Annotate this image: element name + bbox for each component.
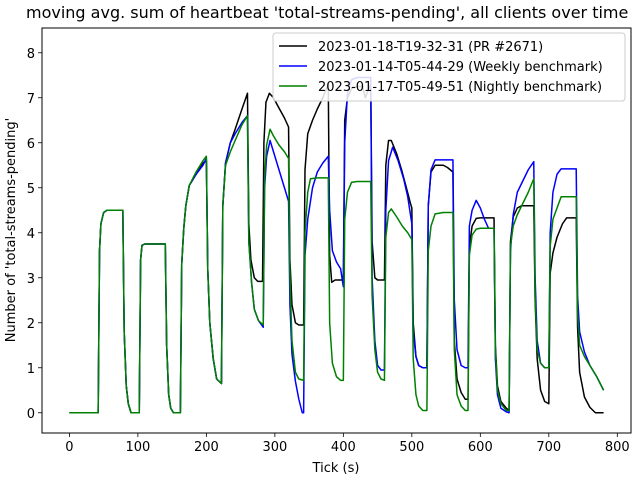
y-axis: 0 1 2 3 4 5 6 7 8	[27, 47, 42, 422]
legend-label-2: 2023-01-14-T05-44-29 (Weekly benchmark)	[318, 60, 603, 75]
legend-label-1: 2023-01-18-T19-32-31 (PR #2671)	[318, 40, 543, 55]
x-axis: 0 100 200 300 400 500 600 700 800	[65, 433, 630, 455]
x-tick-label: 0	[65, 440, 73, 455]
y-tick-label: 7	[27, 92, 35, 107]
y-tick-label: 6	[27, 137, 35, 152]
x-tick-label: 800	[605, 440, 630, 455]
series-line-3	[69, 115, 605, 414]
series-line-2	[69, 76, 605, 414]
legend-frame	[272, 32, 626, 102]
x-tick-label: 100	[125, 440, 150, 455]
x-tick-label: 500	[399, 440, 424, 455]
legend-label-3: 2023-01-17-T05-49-51 (Nightly benchmark)	[318, 80, 602, 95]
x-tick-label: 700	[536, 440, 561, 455]
x-tick-label: 300	[262, 440, 287, 455]
y-tick-label: 5	[27, 182, 35, 197]
chart-title: moving avg. sum of heartbeat 'total-stre…	[26, 3, 628, 22]
x-tick-label: 600	[468, 440, 493, 455]
x-tick-label: 400	[331, 440, 356, 455]
x-axis-title: Tick (s)	[312, 461, 360, 476]
y-tick-label: 3	[27, 272, 35, 287]
plot-area-frame	[41, 27, 632, 434]
y-tick-label: 1	[27, 362, 35, 377]
x-tick-label: 200	[194, 440, 219, 455]
y-tick-label: 2	[27, 317, 35, 332]
series-layer	[69, 76, 605, 414]
y-tick-label: 8	[27, 47, 35, 62]
legend: 2023-01-18-T19-32-31 (PR #2671) 2023-01-1…	[272, 32, 626, 102]
y-axis-title: Number of 'total-streams-pending'	[4, 118, 19, 342]
y-tick-label: 0	[27, 407, 35, 422]
y-tick-label: 4	[27, 227, 35, 242]
series-line-1	[69, 83, 604, 414]
